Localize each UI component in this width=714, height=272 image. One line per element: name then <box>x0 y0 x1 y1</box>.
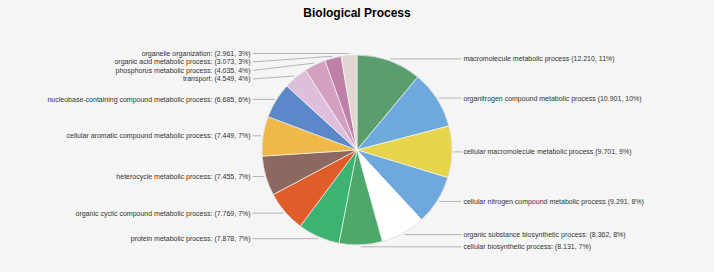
slice-label: macromolecule metabolic process (12.210,… <box>463 55 614 63</box>
slice-label: protein metabolic process: (7.878, 7%) <box>131 235 251 243</box>
slice-label: organic cyclic compound metabolic proces… <box>76 210 251 218</box>
leader-line <box>253 238 318 239</box>
slice-label: organic acid metabolic process: (3.073, … <box>114 58 250 66</box>
leader-line <box>390 58 461 59</box>
slice-label: phosphorus metabolic process: (4.035, 4%… <box>116 67 251 75</box>
wedges <box>262 55 452 245</box>
slice-label: organitrogen compound metabolic process … <box>463 95 641 103</box>
chart: Biological Process macromolecule metaboli… <box>0 0 714 272</box>
leader-line <box>253 56 333 62</box>
slice-label: cellular biosynthetic process: (8.131, 7… <box>463 243 591 251</box>
slice-label: cellular macromolecule metabolic process… <box>463 148 631 156</box>
slice-label: heterocycle metabolic process: (7.455, 7… <box>116 173 250 181</box>
slice-label: cellular aromatic compound metabolic pro… <box>67 132 251 140</box>
slice-label: cellular nitrogen compound metabolic pro… <box>463 198 644 206</box>
slice-label: organic substance biosynthetic process: … <box>463 231 625 239</box>
leader-line <box>253 176 264 177</box>
pie-outline <box>262 55 452 245</box>
wedge <box>262 150 357 195</box>
leader-line <box>253 53 349 54</box>
leader-line <box>439 201 461 202</box>
leader-line <box>253 76 295 79</box>
leader-line <box>253 99 275 100</box>
leader-line <box>361 246 462 247</box>
wedge <box>341 55 357 150</box>
slice-label: nucleobase-containing compound metabolic… <box>47 96 250 104</box>
slice-label: organelle organization: (2.961, 3%) <box>142 50 251 58</box>
leader-line <box>253 213 284 214</box>
labels: macromolecule metabolic process (12.210,… <box>47 50 643 251</box>
leader-line <box>454 151 462 152</box>
leader-line <box>253 63 315 70</box>
title: Biological Process <box>303 6 411 20</box>
leader-line <box>253 135 262 136</box>
slice-label: transport: (4.549, 4%) <box>183 75 251 83</box>
leader-line <box>439 98 462 99</box>
leader-line <box>404 234 461 235</box>
